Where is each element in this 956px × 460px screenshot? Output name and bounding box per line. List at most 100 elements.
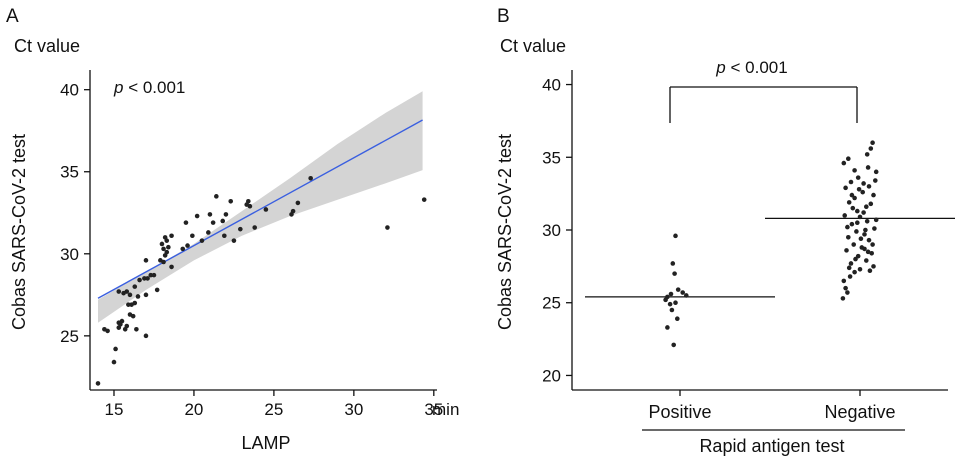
panel-a-confidence-band — [98, 91, 423, 323]
panel-a-x-tick-label: 15 — [105, 400, 124, 419]
panel-b-point — [668, 291, 674, 297]
panel-b-y-tick-label: 20 — [542, 366, 561, 385]
panel-b-category-label: Negative — [824, 402, 895, 422]
panel-b-point — [855, 220, 860, 226]
panel-b-point — [855, 253, 861, 259]
panel-b-point — [863, 227, 868, 233]
panel-b-point — [861, 210, 866, 215]
panel-b-point — [846, 200, 852, 205]
panel-a-point — [111, 359, 117, 365]
panel-a-point — [105, 328, 110, 334]
panel-a-point — [214, 194, 219, 199]
panel-a-point — [206, 230, 211, 235]
panel-a-point — [252, 225, 258, 230]
panel-a-y-tick-label: 30 — [60, 245, 79, 264]
panel-b-point — [862, 232, 867, 237]
panel-a-points — [95, 176, 427, 386]
panel-b-point — [846, 234, 851, 240]
panel-b-x-axis-title: Rapid antigen test — [699, 436, 844, 456]
panel-a-point — [145, 276, 150, 281]
panel-b-point — [849, 221, 855, 227]
panel-a-point — [263, 207, 269, 212]
panel-a-point — [134, 326, 139, 332]
panel-b-point — [843, 185, 848, 191]
panel-b-point — [841, 278, 847, 284]
panel-b-point — [846, 156, 851, 162]
panel-b-point — [852, 168, 857, 173]
panel-a-point — [222, 233, 227, 239]
panel-b-point — [670, 261, 676, 266]
panel-a-point — [137, 277, 142, 283]
panel-b-point — [857, 266, 863, 272]
panel-a-point — [421, 197, 427, 202]
panel-b-point — [848, 179, 854, 185]
panel-b-point — [845, 290, 850, 295]
panel-a-point — [127, 292, 133, 298]
panel-a-point — [183, 220, 189, 225]
panel-b-point — [845, 224, 850, 230]
panel-b-point — [861, 181, 866, 186]
panel-b: B Ct value Cobas SARS-CoV-2 test Rapid a… — [495, 6, 955, 456]
panel-b-point — [849, 192, 855, 198]
panel-b-point — [840, 296, 846, 301]
panel-b-point — [846, 265, 852, 271]
panel-a-point — [166, 244, 171, 250]
panel-b-y-tick-label: 25 — [542, 294, 561, 313]
panel-b-point — [841, 160, 847, 166]
panel-b-point — [855, 208, 860, 214]
panel-a-point — [113, 346, 118, 352]
panel-a-x-tick-label: 20 — [184, 400, 203, 419]
panel-a-point — [220, 218, 226, 224]
panel-a-point — [124, 323, 130, 329]
panel-b-point — [675, 287, 681, 292]
panel-a-point — [151, 272, 157, 278]
panel-a-point — [385, 225, 390, 230]
panel-b-point — [866, 237, 872, 243]
panel-b-point — [852, 269, 857, 275]
panel-a-point — [180, 246, 186, 252]
panel-b-point — [864, 258, 869, 263]
panel-a-point — [143, 292, 149, 298]
panel-a-p-value-annotation: p < 0.001 — [113, 78, 185, 97]
panel-b-points — [663, 140, 879, 348]
panel-b-category-label: Positive — [648, 402, 711, 422]
panel-b-point — [864, 152, 870, 157]
panel-b-point — [847, 274, 853, 279]
panel-a-point — [247, 203, 253, 209]
panel-b-point — [855, 175, 861, 180]
panel-a-point — [194, 213, 200, 219]
panel-b-median-lines — [585, 217, 955, 298]
panel-a-point — [161, 259, 166, 265]
panel-b-y-axis-title: Cobas SARS-CoV-2 test — [495, 134, 515, 330]
panel-b-point — [842, 213, 847, 218]
panel-a-point — [238, 226, 243, 232]
panel-a-point — [246, 198, 251, 204]
panel-a-axes: 25 30 35 40 15 20 25 30 35 — [60, 70, 443, 419]
panel-a-point — [223, 212, 229, 217]
panel-b-point — [665, 325, 670, 330]
panel-b-p-symbol: p — [715, 58, 725, 77]
panel-b-point — [866, 184, 872, 189]
panel-b-ct-value-label: Ct value — [500, 36, 566, 56]
panel-a-point — [308, 176, 313, 181]
panel-b-point — [857, 214, 863, 220]
panel-a-point — [164, 249, 170, 255]
panel-b-point — [673, 233, 678, 239]
panel-b-point — [870, 242, 875, 247]
panel-b-point — [673, 300, 678, 306]
panel-a-regression-line — [97, 119, 423, 299]
panel-a-point — [124, 289, 130, 294]
panel-b-point — [868, 201, 874, 207]
panel-b-point — [871, 192, 876, 198]
panel-a-point — [210, 220, 216, 225]
panel-a-x-tick-label: 35 — [424, 400, 443, 419]
panel-a-point — [132, 284, 138, 289]
panel-a-point — [126, 302, 131, 307]
panel-a-y-tick-label: 35 — [60, 163, 79, 182]
panel-b-point — [672, 271, 677, 276]
panel-a-x-tick-label: 25 — [264, 400, 283, 419]
panel-b-point — [868, 146, 874, 151]
panel-a-point — [143, 258, 149, 263]
panel-b-point — [869, 250, 874, 256]
